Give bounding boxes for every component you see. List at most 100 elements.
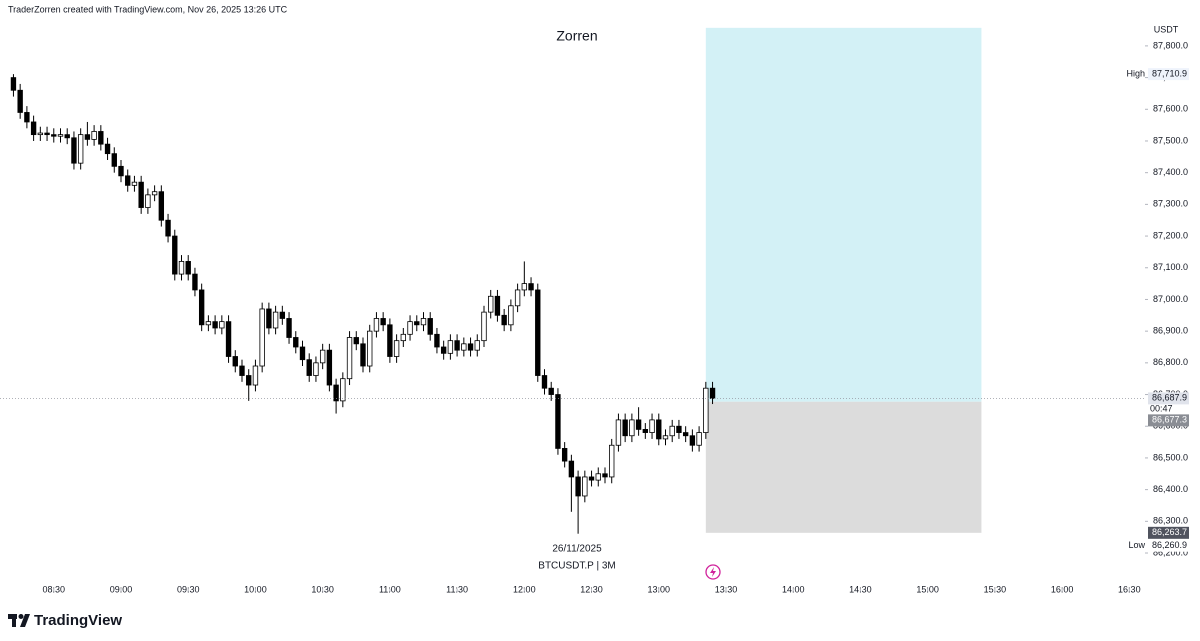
- candle-body: [622, 419, 628, 437]
- candle-body: [24, 112, 30, 123]
- y-tick-label: 86,500.0: [1153, 452, 1188, 462]
- candle-body: [44, 132, 50, 136]
- chart-title: Zorren: [556, 28, 597, 44]
- stop-label-box: [1148, 526, 1189, 539]
- candle-body: [259, 308, 265, 367]
- candle-body: [104, 143, 111, 155]
- candle-body: [353, 337, 359, 345]
- x-tick-label: 14:00: [782, 584, 805, 594]
- price-label: 87,710.9: [1152, 69, 1187, 79]
- candle-body: [467, 343, 474, 351]
- y-tick-label: 86,200.0: [1153, 547, 1188, 557]
- entry-label-box: [1148, 414, 1189, 427]
- y-tick-label: 87,300.0: [1153, 199, 1188, 209]
- candle-body: [709, 387, 716, 399]
- candle-body: [91, 131, 97, 140]
- candle-body: [602, 473, 608, 478]
- candle-body: [17, 89, 23, 113]
- candle-body: [615, 419, 622, 446]
- x-tick-label: 16:00: [1051, 584, 1074, 594]
- candle-body: [595, 473, 601, 481]
- price-label-box: [1148, 68, 1189, 81]
- y-tick-label: 86,800.0: [1153, 357, 1188, 367]
- candle-body: [501, 314, 507, 326]
- header: TraderZorren created with TradingView.co…: [8, 4, 288, 14]
- candle-body: [306, 359, 312, 376]
- candle-body: [252, 365, 259, 386]
- candle-body: [293, 337, 299, 348]
- candle-body: [77, 134, 84, 164]
- candle-body: [340, 378, 346, 402]
- candle-body: [514, 289, 521, 307]
- candle-body: [37, 132, 44, 136]
- profit-zone: [705, 27, 982, 402]
- price-label-name: Low: [1128, 540, 1145, 550]
- x-tick-label: 13:30: [715, 584, 738, 594]
- x-tick-label: 12:30: [580, 584, 603, 594]
- x-tick-label: 15:30: [984, 584, 1007, 594]
- price-label-name: High: [1126, 69, 1145, 79]
- candle-body: [420, 318, 427, 326]
- y-tick-label: 87,000.0: [1153, 294, 1188, 304]
- candle-body: [454, 340, 460, 351]
- candle-body: [326, 349, 333, 386]
- candle-body: [71, 137, 77, 164]
- candle-body: [212, 321, 218, 329]
- candle-body: [10, 77, 17, 91]
- candle-body: [656, 419, 662, 440]
- x-tick-label: 11:00: [379, 584, 401, 594]
- candles: [10, 74, 716, 534]
- candle-body: [299, 346, 306, 361]
- candle-body: [447, 340, 454, 354]
- candle-body: [272, 311, 279, 329]
- countdown: 00:47: [1150, 404, 1173, 414]
- y-tick-label: 86,900.0: [1153, 326, 1188, 336]
- candle-body: [198, 289, 205, 326]
- candle-body: [185, 261, 191, 275]
- y-tick-label: 87,500.0: [1153, 135, 1188, 145]
- candle-body: [548, 387, 554, 395]
- candle-body: [474, 340, 480, 351]
- candle-body: [118, 165, 124, 177]
- candle-body: [125, 175, 131, 186]
- candle-body: [689, 435, 696, 446]
- candle-body: [346, 337, 353, 380]
- entry-label: 86,677.3: [1152, 415, 1187, 425]
- candle-body: [440, 346, 447, 354]
- x-tick-label: 12:00: [513, 584, 536, 594]
- candle-body: [286, 318, 292, 338]
- candle-body: [57, 134, 64, 137]
- candle-body: [588, 476, 595, 481]
- candle-body: [400, 333, 407, 342]
- price-label: 86,260.9: [1152, 540, 1187, 550]
- candle-body: [568, 460, 575, 478]
- brand-name: TradingView: [34, 612, 122, 629]
- candle-body: [219, 321, 225, 329]
- candle-body: [393, 340, 400, 357]
- candle-body: [427, 318, 433, 335]
- candle-body: [561, 448, 568, 462]
- x-tick-label: 10:30: [311, 584, 334, 594]
- candle-body: [696, 432, 702, 446]
- candle-body: [488, 295, 494, 313]
- stop-label: 86,263.7: [1152, 527, 1187, 537]
- axis-unit: USDT: [1154, 24, 1179, 34]
- x-tick-label: 09:30: [177, 584, 200, 594]
- candle-body: [380, 318, 386, 326]
- candle-body: [703, 387, 709, 433]
- candle-body: [239, 365, 245, 376]
- y-tick-label: 86,400.0: [1153, 484, 1188, 494]
- x-tick-label: 14:30: [849, 584, 872, 594]
- candle-body: [279, 311, 286, 319]
- x-tick-label: 09:00: [110, 584, 133, 594]
- x-tick-label: 15:00: [916, 584, 939, 594]
- symbol-label: BTCUSDT.P | 3M: [538, 561, 615, 572]
- candle-body: [555, 394, 561, 449]
- candle-body: [111, 153, 117, 167]
- x-tick-label: 16:30: [1118, 584, 1141, 594]
- candle-body: [635, 419, 642, 430]
- candle-body: [246, 375, 252, 386]
- candle-body: [434, 333, 440, 348]
- candle-body: [414, 321, 420, 326]
- candle-body: [508, 305, 514, 326]
